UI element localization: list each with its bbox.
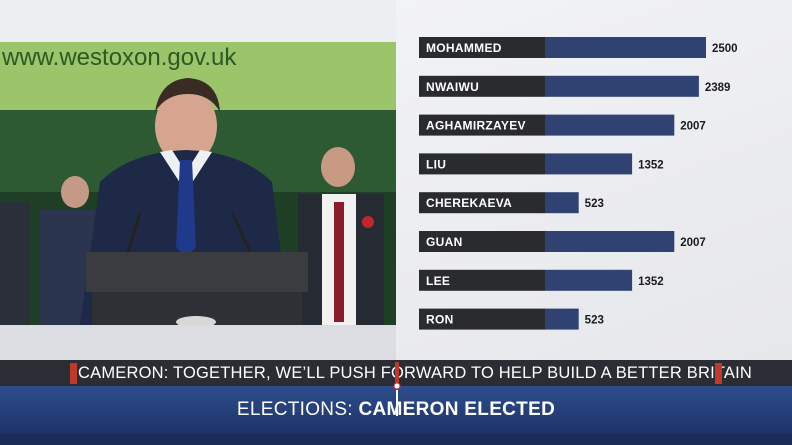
candidate-label: AGHAMIRZAYEV [426,119,526,133]
label-box-lee [419,269,545,291]
candidate-label: GUAN [426,235,463,249]
bar-guan [545,231,675,252]
bar-cherekaeva [545,192,579,214]
candidate-label: LEE [426,274,450,288]
bottom-strip [0,434,792,445]
ticker-text: CAMERON: TOGETHER, WE’LL PUSH FORWARD TO… [78,364,753,382]
label-box-liu [419,153,545,175]
bar-aghamirzayev [545,114,675,136]
vote-count-label: 2007 [680,237,706,249]
bar-liu [545,153,633,175]
candidate-label: RON [426,313,454,327]
vote-count-label: 2389 [705,82,731,94]
vote-count-label: 1352 [638,159,664,171]
backdrop-text: www.westoxon.gov.uk [1,44,237,71]
candidate-label: LIU [426,157,446,171]
label-box-cherekaeva [419,192,545,214]
label-box-ron [419,308,545,330]
label-box-aghamirzayev [419,114,545,136]
vote-count-label: 523 [585,315,604,327]
candidate-label: NWAIWU [426,80,479,94]
vote-count-label: 523 [585,198,604,210]
ticker-left-bracket [70,363,77,384]
candidate-label: CHEREKAEVA [426,196,512,210]
headline-main: CAMERON ELECTED [358,399,556,420]
vote-count-label: 2007 [680,121,706,133]
headline-prefix: ELECTIONS: [236,399,359,420]
headline-text: ELECTIONS: CAMERON ELECTED [0,398,792,422]
bar-mohammed [545,37,706,58]
results-bar-chart: MOHAMMED 2500 NWAIWU 2389 AGHAMIRZAYEV 2007 LI… [419,37,738,330]
bar-ron [545,308,579,330]
label-box-guan [419,231,545,252]
ticker-right-bracket [715,363,722,384]
news-photo: www.westoxon.gov.uk [0,42,396,325]
label-box-nwaiwu [419,75,545,97]
results-panel: MOHAMMED 2500 NWAIWU 2389 AGHAMIRZAYEV 2007 LI… [396,0,792,360]
vote-count-label: 2500 [712,43,738,55]
candidate-label: MOHAMMED [426,41,502,55]
vote-count-label: 1352 [638,276,664,288]
center-marker-icon [393,362,401,416]
bar-nwaiwu [545,75,699,97]
label-box-mohammed [419,37,545,58]
bar-lee [545,269,633,291]
